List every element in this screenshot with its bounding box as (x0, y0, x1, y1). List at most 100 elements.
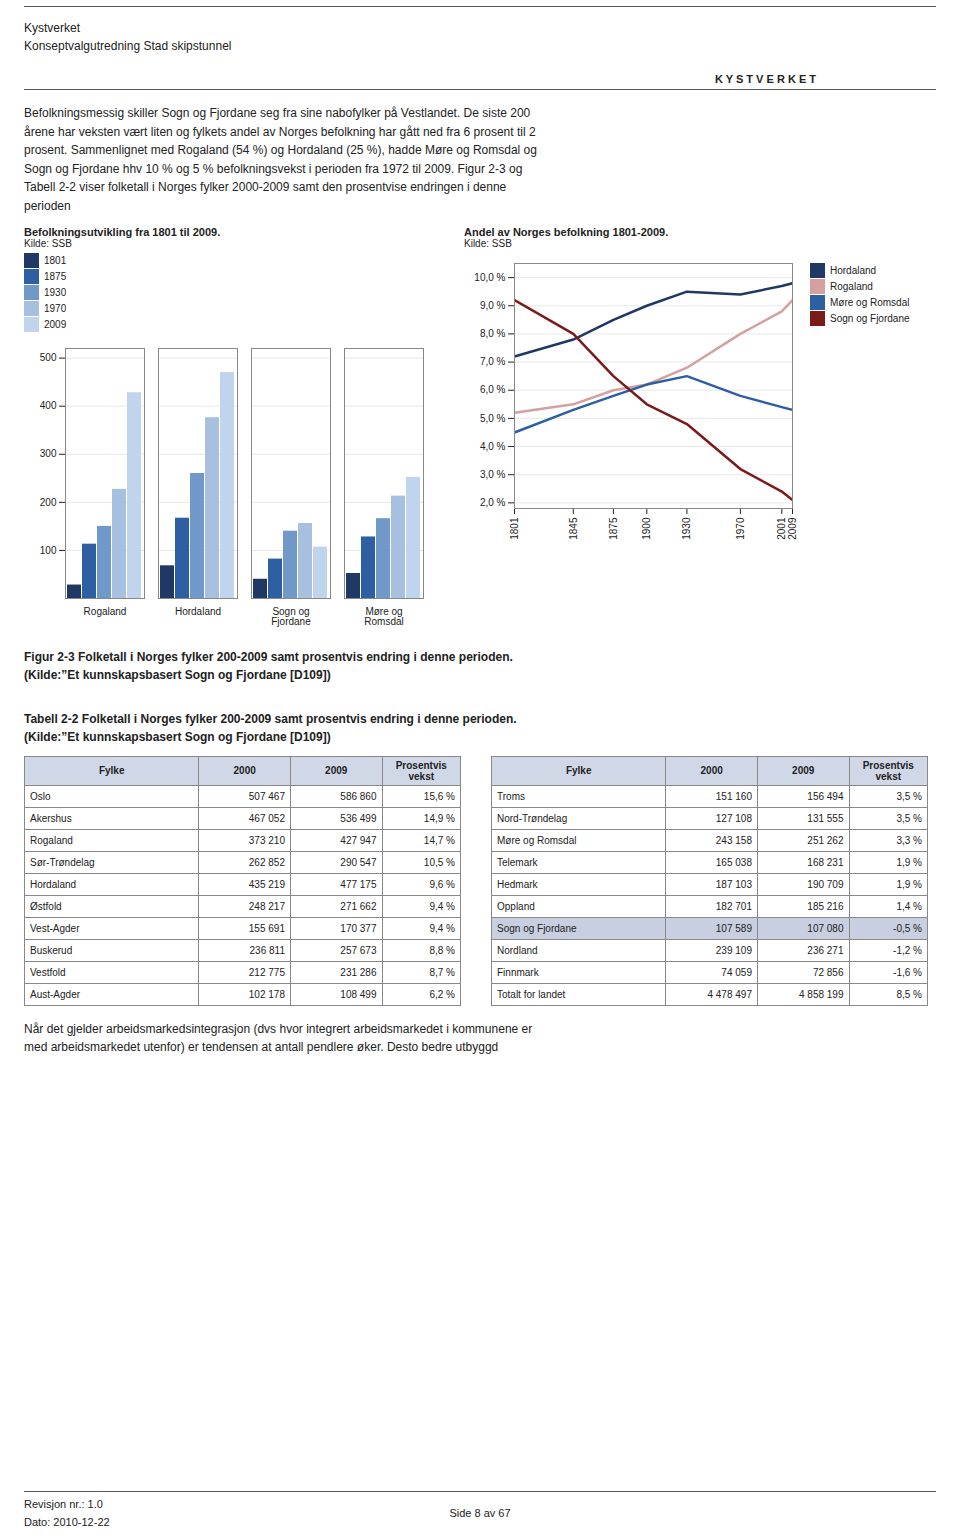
svg-text:Møre ogRomsdal: Møre ogRomsdal (364, 605, 403, 626)
html-text:2009: 2009 (792, 765, 815, 777)
svg-text:9,0 %: 9,0 % (480, 300, 506, 311)
html-text:467 052: 467 052 (248, 812, 285, 824)
html-text:10,5 %: 10,5 % (423, 856, 455, 868)
svg-text:4,0 %: 4,0 % (480, 440, 506, 451)
html-text:Sogn og Fjordane: Sogn og Fjordane (830, 312, 910, 324)
svg-text:200: 200 (40, 496, 57, 507)
svg-text:Sogn ogFjordane: Sogn ogFjordane (271, 605, 311, 626)
html-text:Aust-Agder: Aust-Agder (30, 988, 80, 1000)
html-text:373 210: 373 210 (248, 834, 285, 846)
html-text:236 811: 236 811 (249, 944, 285, 956)
svg-text:1875: 1875 (608, 517, 619, 540)
html-text:477 175: 477 175 (340, 878, 377, 890)
html-text:Prosentvis vekst: Prosentvis vekst (862, 759, 914, 782)
html-text:Oslo: Oslo (30, 790, 51, 802)
html-text:108 499: 108 499 (340, 988, 377, 1000)
html-text:Rogaland: Rogaland (830, 280, 873, 292)
html-text:Prosentvis vekst: Prosentvis vekst (395, 759, 447, 782)
html-text:Befolkningsmessig skiller Sogn: Befolkningsmessig skiller Sogn og Fjorda… (24, 106, 537, 213)
html-text:271 662: 271 662 (340, 900, 377, 912)
svg-text:2,0 %: 2,0 % (480, 497, 506, 508)
html-text:155 691: 155 691 (248, 922, 285, 934)
html-text:536 499: 536 499 (340, 812, 377, 824)
html-text:231 286: 231 286 (340, 966, 377, 978)
html-text:K Y S T V E R K E T: K Y S T V E R K E T (714, 73, 816, 85)
html-text:427 947: 427 947 (340, 834, 377, 846)
svg-text:8,0 %: 8,0 % (480, 328, 506, 339)
html-text:212 775: 212 775 (248, 966, 285, 978)
svg-text:2009: 2009 (787, 517, 798, 540)
html-text:Fylke: Fylke (98, 765, 125, 777)
html-text:435 219: 435 219 (248, 878, 285, 890)
html-text:(Kilde:”Et kunnskapsbasert Sog: (Kilde:”Et kunnskapsbasert Sogn og Fjord… (24, 667, 331, 682)
html-text:9,6 %: 9,6 % (429, 878, 455, 890)
html-text:262 852: 262 852 (248, 856, 285, 868)
html-text:Hordaland: Hordaland (30, 878, 77, 890)
html-text:248 217: 248 217 (248, 900, 285, 912)
html-text:Østfold: Østfold (30, 900, 62, 912)
html-text:1930: 1930 (44, 286, 67, 298)
html-text:Hordaland: Hordaland (830, 264, 877, 276)
html-text:Vest-Agder: Vest-Agder (30, 922, 80, 934)
html-text:Kilde: SSB: Kilde: SSB (24, 237, 72, 249)
html-text:257 673: 257 673 (340, 944, 377, 956)
html-text:Møre og Romsdal: Møre og Romsdal (830, 296, 910, 308)
html-text:8,7 %: 8,7 % (429, 966, 455, 978)
svg-text:1930: 1930 (681, 517, 692, 540)
html-text:8,8 %: 8,8 % (429, 944, 455, 956)
html-text:170 377: 170 377 (340, 922, 377, 934)
html-text:1801: 1801 (44, 254, 67, 266)
html-text:14,7 %: 14,7 % (423, 834, 455, 846)
svg-text:500: 500 (40, 352, 57, 363)
svg-text:3,0 %: 3,0 % (480, 468, 506, 479)
html-text:Vestfold: Vestfold (30, 966, 66, 978)
html-text:9,4 %: 9,4 % (429, 922, 455, 934)
html-text:Buskerud: Buskerud (30, 944, 73, 956)
html-text:Kilde: SSB: Kilde: SSB (464, 237, 512, 249)
html-text:(Kilde:”Et kunnskapsbasert Sog: (Kilde:”Et kunnskapsbasert Sogn og Fjord… (24, 729, 331, 744)
html-text:Befolkningsutvikling fra 1801: Befolkningsutvikling fra 1801 til 2009. (24, 225, 221, 238)
html-text:151 160: 151 160 (715, 790, 752, 802)
html-text:14,9 %: 14,9 % (423, 812, 455, 824)
html-text:1970: 1970 (44, 302, 67, 314)
svg-text:7,0 %: 7,0 % (480, 356, 506, 367)
html-text:1875: 1875 (44, 270, 67, 282)
html-text:Når det gjelder arbeidsmarkeds: Når det gjelder arbeidsmarkedsintegrasjo… (24, 1021, 533, 1036)
svg-text:10,0 %: 10,0 % (474, 271, 505, 282)
html-text:Kystverket: Kystverket (24, 21, 80, 35)
html-text:Andel av Norges befolkning 180: Andel av Norges befolkning 1801-2009. (464, 225, 669, 238)
svg-text:5,0 %: 5,0 % (480, 412, 506, 423)
html-text:2009: 2009 (44, 318, 67, 330)
html-text:Sør-Trøndelag: Sør-Trøndelag (30, 856, 95, 868)
html-text:290 547: 290 547 (340, 856, 377, 868)
html-text:15,6 %: 15,6 % (423, 790, 455, 802)
html-text:9,4 %: 9,4 % (429, 900, 455, 912)
html-text:Tabell 2-2 Folketall i Norges: Tabell 2-2 Folketall i Norges fylker 200… (24, 711, 517, 726)
html-text:102 178: 102 178 (248, 988, 285, 1000)
html-text:Troms: Troms (497, 790, 525, 802)
html-text:156 494: 156 494 (807, 790, 844, 802)
html-text:Fylke: Fylke (565, 765, 592, 777)
svg-text:1845: 1845 (568, 517, 579, 540)
svg-text:6,0 %: 6,0 % (480, 384, 506, 395)
svg-text:1970: 1970 (735, 517, 746, 540)
html-text:2009: 2009 (325, 765, 348, 777)
html-text:Rogaland: Rogaland (30, 834, 73, 846)
svg-text:1900: 1900 (641, 517, 652, 540)
svg-text:300: 300 (40, 448, 57, 459)
html-text:med arbeidsmarkedet utenfor) e: med arbeidsmarkedet utenfor) er tendense… (24, 1040, 499, 1055)
html-text:2000: 2000 (700, 765, 723, 777)
svg-text:Rogaland: Rogaland (84, 605, 127, 616)
html-text:2000: 2000 (233, 765, 256, 777)
svg-text:Hordaland: Hordaland (175, 605, 221, 616)
html-text:586 860: 586 860 (340, 790, 377, 802)
html-text:507 467: 507 467 (248, 790, 285, 802)
html-text:Akershus: Akershus (30, 812, 72, 824)
svg-text:100: 100 (40, 544, 57, 555)
svg-text:1801: 1801 (509, 517, 520, 540)
html-text:6,2 %: 6,2 % (429, 988, 455, 1000)
html-text:Konseptvalgutredning Stad skip: Konseptvalgutredning Stad skipstunnel (24, 39, 232, 53)
html-text:Figur 2-3 Folketall i Norges f: Figur 2-3 Folketall i Norges fylker 200-… (24, 649, 513, 664)
svg-text:400: 400 (40, 400, 57, 411)
svg-text:2001: 2001 (776, 517, 787, 540)
